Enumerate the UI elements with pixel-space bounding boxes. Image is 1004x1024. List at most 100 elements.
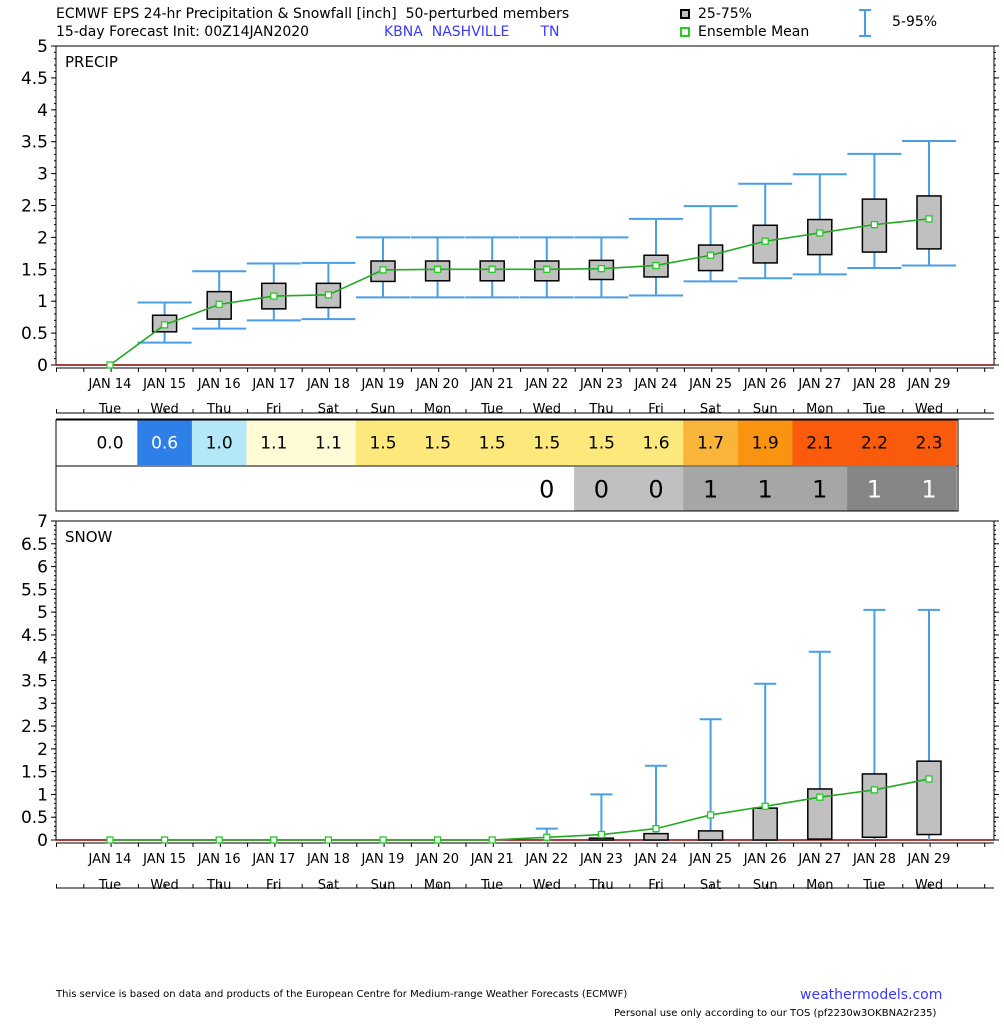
snow-mean-point xyxy=(706,811,715,819)
snow-row-cell-value: 1 xyxy=(812,476,827,504)
snow-mean-point xyxy=(597,830,606,839)
snow-row-cell xyxy=(574,467,630,511)
precip-row-cell-value: 1.7 xyxy=(697,434,724,454)
precip-day-label: Mon xyxy=(424,402,451,417)
snow-mean-line xyxy=(110,778,930,841)
legend-mean-label: Ensemble Mean xyxy=(698,24,810,40)
snow-mean-point xyxy=(761,802,769,810)
legend-whisker-label: 5-95% xyxy=(892,14,938,30)
snow-row-cell-value: 1 xyxy=(703,476,718,504)
precip-row-cell xyxy=(628,420,684,465)
precip-day-label: Mon xyxy=(806,402,833,417)
snow-day-label: Wed xyxy=(533,878,561,893)
precip-ytick-label: 0.5 xyxy=(21,324,48,344)
precip-mean-point xyxy=(925,215,933,223)
precip-mean-point xyxy=(433,265,442,273)
snow-mean-point xyxy=(215,836,223,844)
snow-date-label: JAN 20 xyxy=(415,852,459,867)
snow-date-label: JAN 24 xyxy=(634,852,678,867)
precip-mean-point xyxy=(324,291,333,299)
snow-row-cell xyxy=(628,467,684,511)
precip-mean-point xyxy=(870,220,879,229)
snow-day-label: Thu xyxy=(206,878,231,893)
snow-row-cell xyxy=(792,467,848,511)
snow-ytick-label: 3 xyxy=(37,694,48,714)
value-rows: 0.0 0.6 1.0 1.1 1.1 1.5 1.5 1.5 1.5 1.5 1.6 1.7 1.9 2… xyxy=(55,418,994,512)
precip-row-cell-value: 1.5 xyxy=(479,434,506,454)
precip-ytick-label: 1.5 xyxy=(21,260,48,280)
legend-box-swatch xyxy=(680,9,690,19)
precip-ytick-label: 4 xyxy=(37,101,48,121)
precip-day-label: Wed xyxy=(915,402,943,417)
precip-date-label: JAN 28 xyxy=(852,377,896,392)
precip-ytick-label: 0 xyxy=(37,356,48,376)
footer-note: This service is based on data and produc… xyxy=(56,989,628,1000)
precip-day-label: Fri xyxy=(648,402,664,417)
header-title: ECMWF EPS 24-hr Precipitation & Snowfall… xyxy=(56,6,570,22)
snow-day-label: Mon xyxy=(806,878,833,893)
precip-mean-point xyxy=(652,261,660,270)
precip-row-cell-value: 1.5 xyxy=(533,434,560,454)
snow-day-label: Tue xyxy=(862,878,885,893)
precip-mean-point xyxy=(215,300,223,309)
snow-mean-point xyxy=(433,836,442,844)
precip-day-label: Tue xyxy=(862,402,885,417)
snow-day-label: Tue xyxy=(98,878,121,893)
snow-day-label: Fri xyxy=(648,878,664,893)
footer-link[interactable]: weathermodels.com xyxy=(800,987,943,1003)
snow-box xyxy=(861,773,888,839)
precip-row-cell-value: 1.5 xyxy=(424,434,451,454)
precip-date-label: JAN 15 xyxy=(142,377,186,392)
precip-row-cell-value: 2.1 xyxy=(806,434,833,454)
precip-mean-point xyxy=(816,229,824,237)
precip-row-cell-value: 1.6 xyxy=(642,434,669,454)
precip-row-cell xyxy=(574,420,630,465)
snow-row-cell xyxy=(191,467,247,511)
snow-row-cell-value: 1 xyxy=(921,476,936,504)
precip-row-cell-value: 1.1 xyxy=(260,434,287,454)
snow-day-label: Wed xyxy=(915,878,943,893)
snow-title: SNOW xyxy=(65,528,113,546)
precip-date-label: JAN 22 xyxy=(524,377,568,392)
snow-mean-point xyxy=(652,824,660,833)
precip-row-cell-value: 0.6 xyxy=(151,434,178,454)
snow-mean-point xyxy=(488,836,496,844)
precip-row-cell xyxy=(519,420,575,465)
snow-row-cell-value: 0 xyxy=(648,476,663,504)
precip-mean-point xyxy=(160,321,169,329)
snow-mean-point xyxy=(543,833,551,841)
snow-day-label: Sun xyxy=(753,878,778,893)
precip-date-label: JAN 16 xyxy=(197,377,241,392)
precip-row-cell-value: 1.1 xyxy=(315,434,342,454)
precip-row-cell-value: 2.2 xyxy=(861,434,888,454)
snow-date-label: JAN 14 xyxy=(88,852,132,867)
snow-ytick-label: 3.5 xyxy=(21,672,48,692)
snow-ytick-label: 5.5 xyxy=(21,580,48,600)
precip-date-label: JAN 29 xyxy=(907,377,951,392)
precip-date-label: JAN 24 xyxy=(634,377,678,392)
snow-day-label: Sat xyxy=(318,878,339,893)
snow-row-cell-value: 1 xyxy=(758,476,773,504)
precip-day-label: Sun xyxy=(371,402,396,417)
snow-date-label: JAN 15 xyxy=(142,852,186,867)
legend-box-label: 25-75% xyxy=(698,6,752,22)
snow-row-cell-value: 1 xyxy=(867,476,882,504)
snow-date-label: JAN 25 xyxy=(688,852,732,867)
snow-mean-point xyxy=(160,836,169,844)
snow-day-label: Fri xyxy=(266,878,282,893)
snow-ytick-label: 2 xyxy=(37,740,48,760)
precip-row-cell-value: 1.0 xyxy=(206,434,233,454)
precip-row-cell xyxy=(464,420,520,465)
precip-row-cell-value: 0.0 xyxy=(96,434,123,454)
snow-ytick-label: 0 xyxy=(37,831,48,851)
snow-row-cell xyxy=(301,467,357,511)
legend-whisker-icon xyxy=(859,9,871,37)
snow-ytick-label: 7 xyxy=(37,512,48,532)
precip-row-cell xyxy=(847,420,903,465)
snow-ytick-label: 1 xyxy=(37,785,48,805)
snow-row-cell xyxy=(847,467,903,511)
snow-row-cell xyxy=(519,467,575,511)
snow-box xyxy=(697,830,724,841)
